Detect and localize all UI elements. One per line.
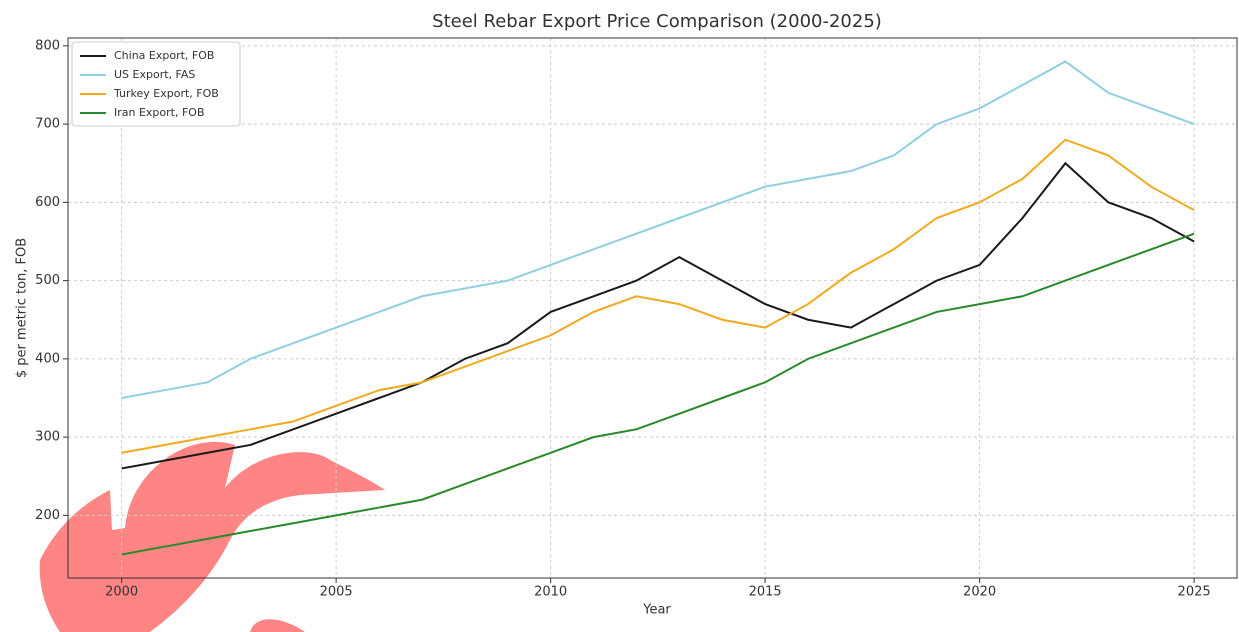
x-tick-label: 2025 [1178,585,1211,600]
y-axis-label: $ per metric ton, FOB [15,238,30,378]
legend-box [71,41,241,127]
legend-label: China Export, FOB [114,49,214,62]
legend-label: Turkey Export, FOB [113,87,219,100]
x-tick-label: 2000 [105,585,138,600]
y-tick-label: 600 [35,195,60,210]
plot-frame [67,37,1238,579]
x-tick-label: 2005 [320,585,353,600]
legend-label: US Export, FAS [114,68,195,81]
x-axis-label: Year [642,603,671,618]
chart-title: Steel Rebar Export Price Comparison (200… [432,11,882,32]
y-tick-label: 400 [35,351,60,366]
series-line [121,60,1195,399]
x-tick-label: 2020 [963,585,996,600]
series-line [121,232,1195,556]
y-tick-label: 200 [35,508,60,523]
x-tick-label: 2015 [749,585,782,600]
y-tick-label: 300 [35,430,60,445]
legend-label: Iran Export, FOB [114,106,205,119]
y-tick-label: 800 [35,38,60,53]
y-tick-label: 500 [35,273,60,288]
series-line [121,161,1195,470]
y-tick-label: 700 [35,117,60,132]
watermark [39,441,385,632]
x-tick-label: 2010 [534,585,567,600]
series-line [121,138,1195,454]
